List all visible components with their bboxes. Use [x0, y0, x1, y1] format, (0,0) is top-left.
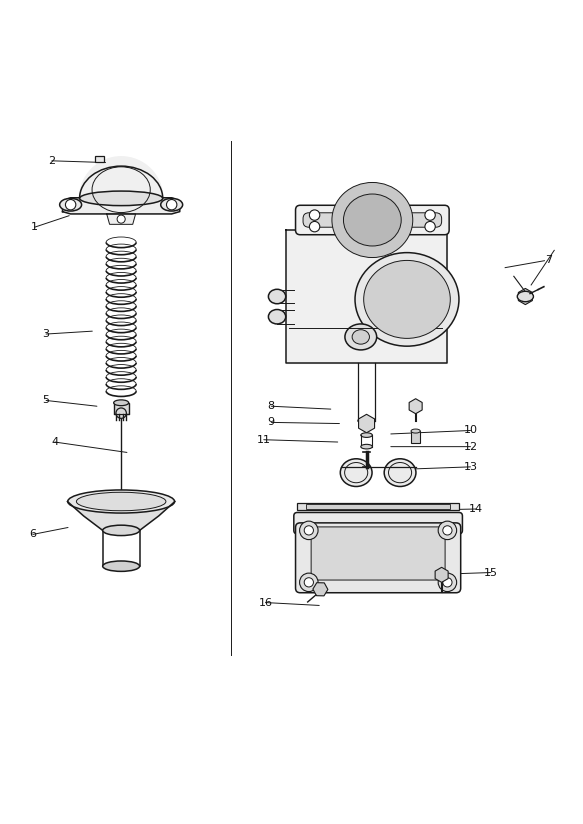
Bar: [297, 503, 459, 510]
Text: 14: 14: [469, 504, 483, 514]
Text: 1: 1: [31, 222, 38, 232]
Text: 12: 12: [463, 442, 477, 452]
Text: 2: 2: [48, 156, 55, 166]
Polygon shape: [286, 230, 447, 363]
Ellipse shape: [268, 310, 286, 324]
Text: 11: 11: [257, 435, 271, 445]
Ellipse shape: [340, 459, 372, 486]
Ellipse shape: [343, 194, 401, 246]
Circle shape: [438, 574, 456, 592]
FancyBboxPatch shape: [303, 213, 442, 227]
Polygon shape: [107, 214, 136, 224]
Circle shape: [425, 222, 436, 232]
Bar: [306, 504, 450, 509]
Ellipse shape: [332, 182, 413, 258]
Circle shape: [443, 526, 452, 535]
FancyBboxPatch shape: [311, 527, 445, 580]
Text: 5: 5: [43, 396, 50, 405]
FancyBboxPatch shape: [296, 523, 461, 592]
Ellipse shape: [361, 433, 373, 438]
Text: 10: 10: [463, 425, 477, 435]
Ellipse shape: [364, 260, 450, 339]
Ellipse shape: [358, 418, 375, 424]
Ellipse shape: [79, 191, 163, 206]
Text: 16: 16: [258, 597, 272, 607]
Ellipse shape: [103, 561, 140, 571]
Circle shape: [300, 521, 318, 540]
Ellipse shape: [345, 324, 377, 350]
Circle shape: [300, 574, 318, 592]
Text: 4: 4: [51, 437, 58, 447]
Ellipse shape: [352, 330, 370, 344]
Ellipse shape: [161, 199, 182, 211]
Text: 9: 9: [268, 418, 275, 428]
Circle shape: [310, 222, 320, 232]
Circle shape: [438, 521, 456, 540]
Text: 13: 13: [463, 462, 477, 472]
Circle shape: [304, 578, 314, 587]
Ellipse shape: [68, 490, 174, 513]
Circle shape: [167, 199, 177, 210]
Ellipse shape: [59, 199, 82, 211]
Ellipse shape: [268, 289, 286, 304]
Text: 7: 7: [545, 255, 552, 265]
Bar: [95, 157, 104, 162]
Text: 6: 6: [29, 529, 36, 540]
Wedge shape: [79, 157, 163, 199]
Ellipse shape: [103, 525, 140, 536]
Ellipse shape: [76, 492, 166, 511]
Ellipse shape: [384, 459, 416, 486]
Text: 8: 8: [268, 401, 275, 411]
Circle shape: [304, 526, 314, 535]
FancyBboxPatch shape: [296, 205, 449, 235]
Circle shape: [65, 199, 76, 210]
Ellipse shape: [114, 400, 129, 405]
Circle shape: [116, 408, 127, 419]
Circle shape: [443, 578, 452, 587]
Text: 3: 3: [43, 329, 50, 339]
Circle shape: [408, 315, 429, 335]
Ellipse shape: [411, 429, 420, 433]
Circle shape: [425, 210, 436, 220]
Bar: [411, 431, 420, 442]
Ellipse shape: [517, 292, 533, 302]
Ellipse shape: [355, 253, 459, 346]
FancyBboxPatch shape: [294, 513, 462, 534]
Circle shape: [310, 210, 320, 220]
Polygon shape: [68, 502, 175, 531]
Polygon shape: [62, 198, 180, 214]
Bar: [114, 403, 129, 414]
Ellipse shape: [361, 444, 373, 449]
Text: 15: 15: [484, 568, 498, 578]
Circle shape: [117, 215, 125, 223]
